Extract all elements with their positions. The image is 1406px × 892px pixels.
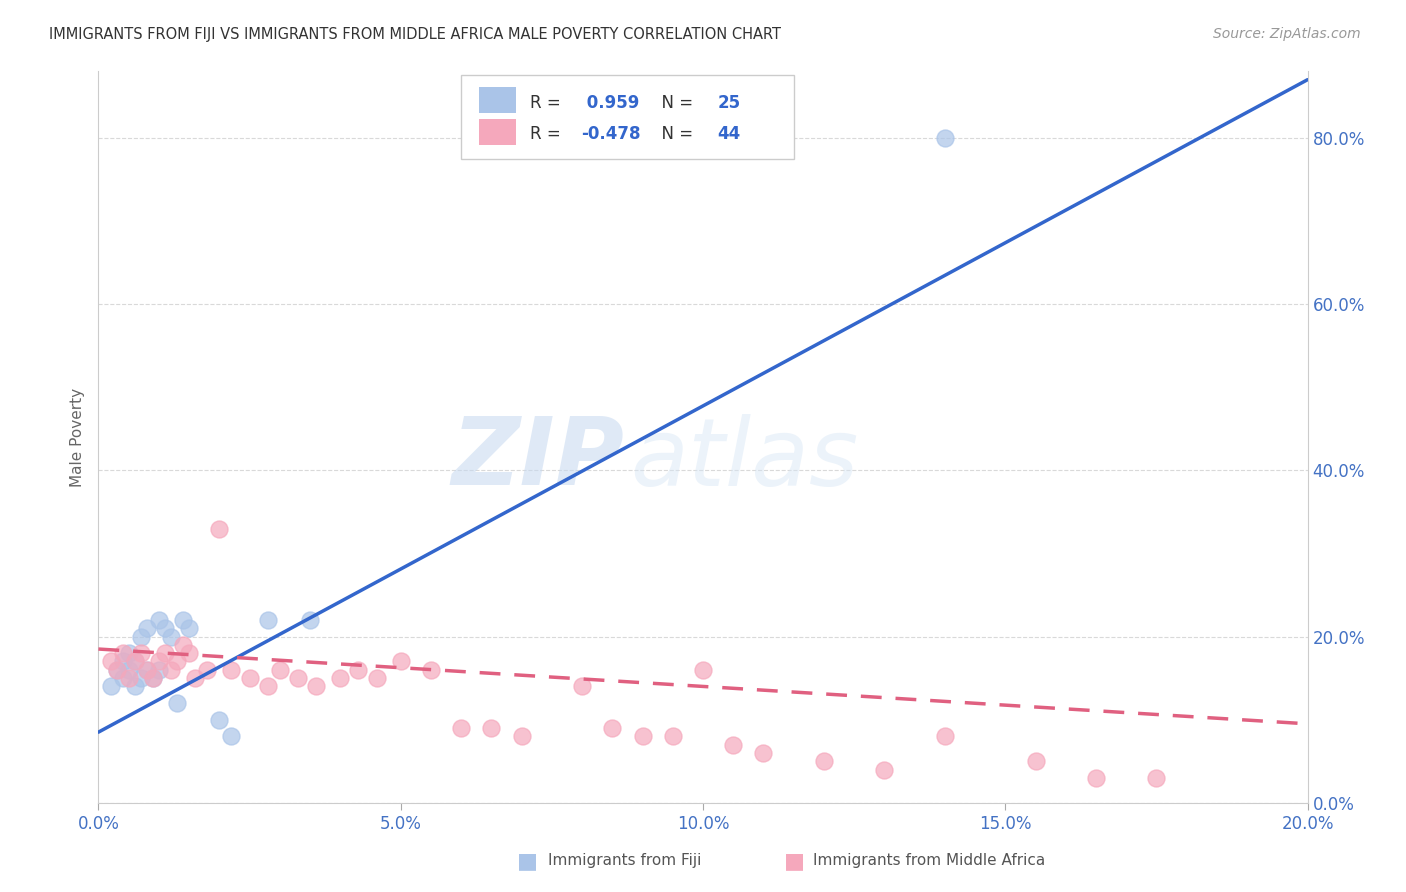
Point [631, 729, 654, 743]
Point [934, 131, 956, 145]
Point [118, 671, 141, 685]
Point [934, 729, 956, 743]
Point [129, 646, 152, 660]
Point [142, 671, 165, 685]
Point [100, 680, 122, 694]
Point [148, 663, 170, 677]
Text: ■: ■ [517, 851, 537, 871]
Point [135, 663, 157, 677]
Point [389, 655, 412, 669]
Text: Source: ZipAtlas.com: Source: ZipAtlas.com [1213, 27, 1361, 41]
Point [111, 655, 134, 669]
Point [118, 663, 141, 677]
Text: ■: ■ [785, 851, 804, 871]
Point [450, 721, 472, 735]
Point [105, 663, 128, 677]
Point [135, 663, 157, 677]
Point [813, 754, 835, 768]
Text: Immigrants from Fiji: Immigrants from Fiji [548, 854, 702, 868]
Point [1024, 754, 1046, 768]
Point [160, 630, 183, 644]
Point [269, 663, 291, 677]
Point [329, 671, 352, 685]
Point [571, 680, 593, 694]
Point [239, 671, 262, 685]
FancyBboxPatch shape [461, 75, 793, 159]
Point [111, 671, 134, 685]
Point [172, 613, 194, 627]
Point [420, 663, 443, 677]
Point [1144, 771, 1167, 785]
Point [195, 663, 218, 677]
Text: 44: 44 [717, 125, 741, 143]
Point [256, 613, 278, 627]
Point [208, 521, 231, 535]
Point [366, 671, 388, 685]
Point [160, 663, 183, 677]
Point [208, 713, 231, 727]
Text: N =: N = [651, 125, 699, 143]
Point [166, 655, 188, 669]
Point [111, 646, 134, 660]
Point [256, 680, 278, 694]
Point [221, 729, 243, 743]
Point [129, 630, 152, 644]
Point [299, 613, 322, 627]
Point [129, 671, 152, 685]
Point [135, 621, 157, 635]
Point [124, 655, 146, 669]
Point [1085, 771, 1108, 785]
Point [118, 646, 141, 660]
Point [148, 613, 170, 627]
Point [221, 663, 243, 677]
Text: ZIP: ZIP [451, 413, 624, 505]
Point [602, 721, 624, 735]
Point [692, 663, 714, 677]
Point [179, 621, 201, 635]
Point [179, 646, 201, 660]
Text: IMMIGRANTS FROM FIJI VS IMMIGRANTS FROM MIDDLE AFRICA MALE POVERTY CORRELATION C: IMMIGRANTS FROM FIJI VS IMMIGRANTS FROM … [49, 27, 782, 42]
Text: 0.959: 0.959 [581, 94, 640, 112]
Point [142, 671, 165, 685]
Point [752, 746, 775, 760]
Point [287, 671, 309, 685]
Y-axis label: Male Poverty: Male Poverty [70, 387, 86, 487]
Text: -0.478: -0.478 [581, 125, 640, 143]
Point [661, 729, 683, 743]
Point [172, 638, 194, 652]
Point [305, 680, 328, 694]
Point [153, 621, 176, 635]
Point [105, 663, 128, 677]
Point [148, 655, 170, 669]
Point [166, 696, 188, 710]
Text: atlas: atlas [630, 414, 859, 505]
Point [723, 738, 745, 752]
Bar [479, 119, 516, 145]
Point [124, 655, 146, 669]
Point [184, 671, 207, 685]
Text: R =: R = [530, 125, 567, 143]
Text: Immigrants from Middle Africa: Immigrants from Middle Africa [813, 854, 1045, 868]
Bar [479, 87, 516, 113]
Point [873, 763, 896, 777]
Point [153, 646, 176, 660]
Point [510, 729, 533, 743]
Point [481, 721, 503, 735]
Text: R =: R = [530, 94, 567, 112]
Point [124, 680, 146, 694]
Point [347, 663, 370, 677]
Text: N =: N = [651, 94, 699, 112]
Text: 25: 25 [717, 94, 741, 112]
Point [100, 655, 122, 669]
